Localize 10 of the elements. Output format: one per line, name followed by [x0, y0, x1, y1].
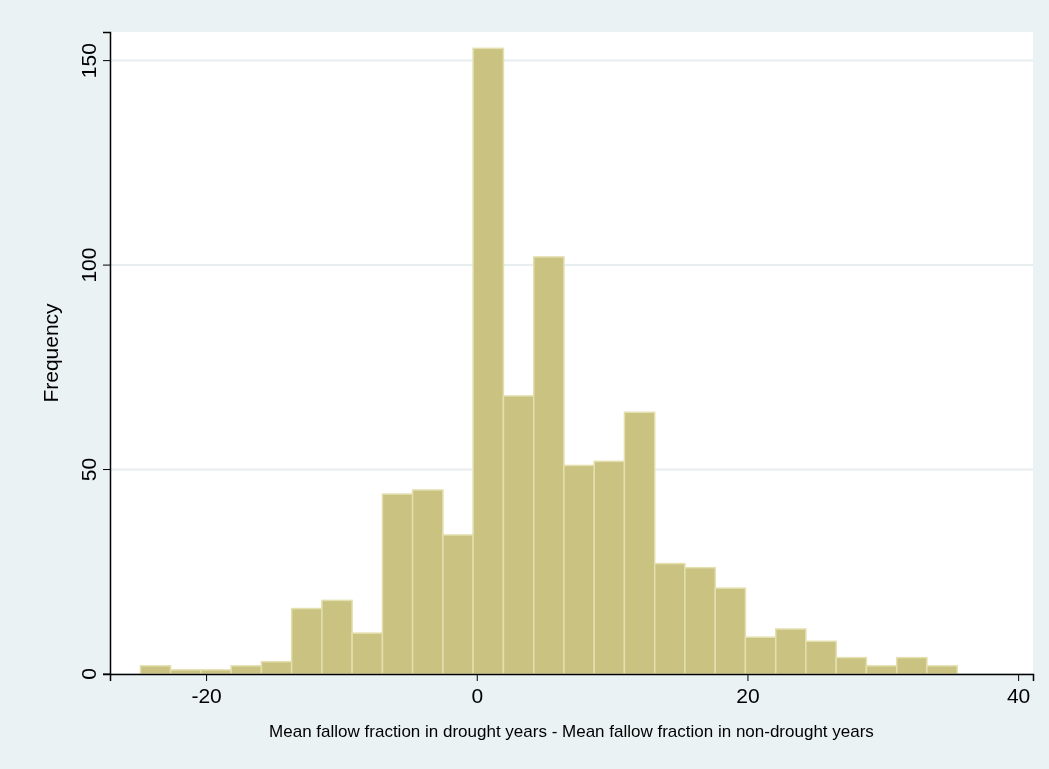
x-tick-label: -20	[191, 683, 222, 707]
y-tick-label: 0	[77, 668, 100, 680]
x-tick-label: 20	[736, 683, 760, 707]
x-tick-label: 0	[471, 683, 484, 707]
y-tick-label: 50	[77, 457, 100, 482]
y-tick-label: 150	[77, 43, 100, 79]
x-tick-label: 40	[1006, 683, 1031, 707]
y-tick-label: 100	[77, 247, 100, 283]
x-axis-title: Mean fallow fraction in drought years - Mean fallow fraction in non-drought years	[269, 722, 874, 741]
y-axis-title: Frequency	[39, 302, 62, 403]
